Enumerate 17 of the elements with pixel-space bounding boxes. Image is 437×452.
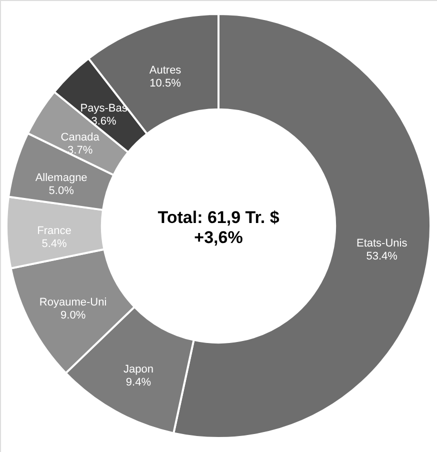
- data-label: 5.4%: [42, 238, 68, 250]
- slice-label: Royaume-Uni: [39, 296, 107, 308]
- data-label: 3.7%: [68, 144, 93, 157]
- slice-label: Canada: [60, 132, 100, 144]
- slice-label: Japon: [123, 363, 154, 376]
- data-label: 10.5%: [150, 78, 182, 90]
- data-label: 53.4%: [366, 250, 398, 263]
- slice-label: Autres: [149, 64, 182, 77]
- text: Total: 61,9 Tr. $: [158, 208, 280, 227]
- slice-label: Etats-Unis: [356, 238, 408, 250]
- slice-label: Allemagne: [35, 172, 88, 184]
- data-label: 5.0%: [48, 185, 74, 198]
- data-label: 9.0%: [60, 309, 86, 322]
- slice-label: Pays-Bas: [80, 102, 128, 114]
- text: +3,6%: [194, 228, 243, 247]
- data-label: 9.4%: [126, 376, 152, 388]
- slice-label: France: [37, 225, 72, 238]
